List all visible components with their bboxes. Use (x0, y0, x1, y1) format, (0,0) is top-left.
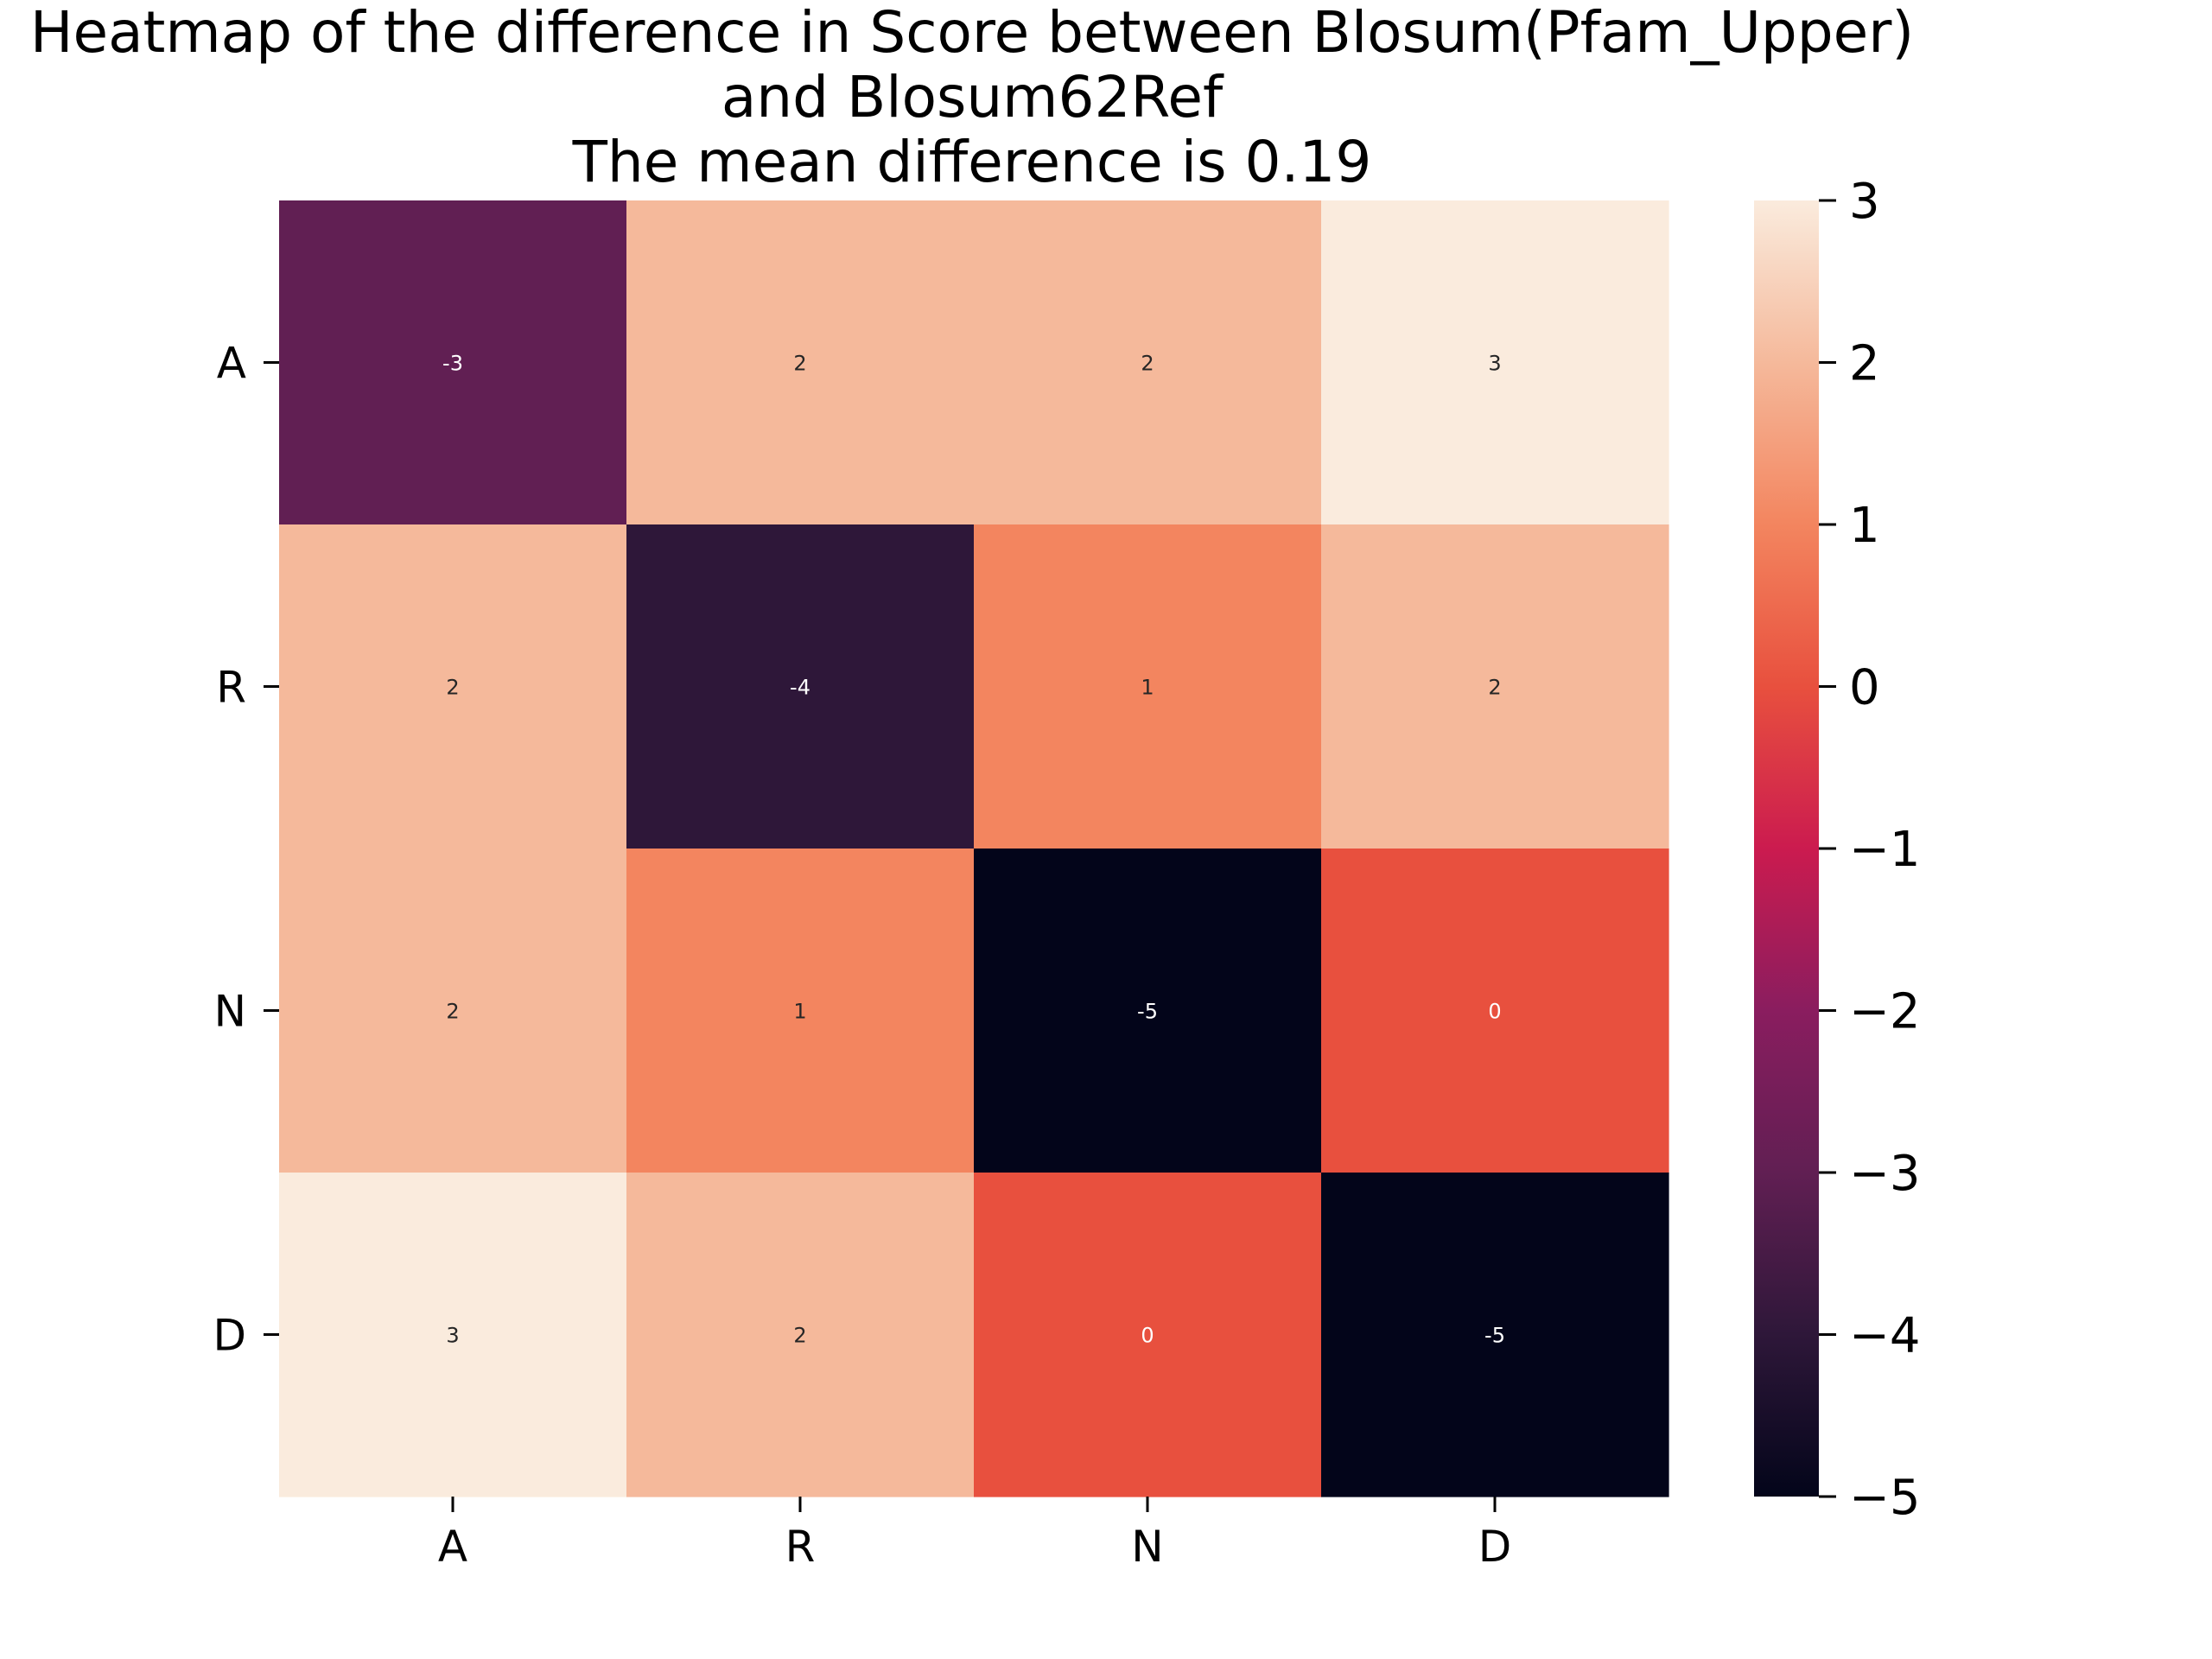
cell-value-label: 1 (793, 1000, 806, 1024)
heatmap-cell (1321, 524, 1669, 849)
chart-title-line-1: Heatmap of the difference in Score betwe… (30, 0, 1914, 66)
heatmap-cell (626, 849, 975, 1173)
cell-value-label: -5 (1137, 1000, 1158, 1024)
heatmap-cell (1321, 1173, 1669, 1497)
colorbar-tick-label: −4 (1849, 1308, 1921, 1364)
heatmap-cell (974, 1173, 1322, 1497)
heatmap-cell (974, 200, 1322, 525)
x-tick-label: R (785, 1522, 816, 1572)
colorbar-tick-label: −1 (1849, 822, 1921, 878)
heatmap-cell (279, 1173, 627, 1497)
y-tick-label: R (216, 663, 246, 713)
heatmap-cell (626, 524, 975, 849)
y-tick-label: D (213, 1311, 246, 1361)
y-tick-label: N (214, 987, 246, 1037)
colorbar-tick-label: 2 (1849, 336, 1880, 392)
chart-title: Heatmap of the difference in Score betwe… (30, 0, 1914, 195)
cell-value-label: 3 (1488, 352, 1501, 376)
colorbar-tick-label: 1 (1849, 498, 1880, 554)
cell-value-label: 2 (1141, 352, 1154, 376)
x-tick-label: A (438, 1522, 467, 1572)
heatmap-cell (279, 849, 627, 1173)
colorbar-gradient (1754, 200, 1819, 1497)
colorbar-ticks: 3 2 1 0 −1 −2 −3 −4 −5 (1819, 174, 1921, 1526)
cell-value-label: 0 (1141, 1324, 1154, 1348)
heatmap-cell (626, 1173, 975, 1497)
colorbar (1754, 200, 1819, 1497)
heatmap-cell (1321, 849, 1669, 1173)
heatmap-cells: -3 2 2 3 2 -4 1 2 2 1 -5 0 3 2 0 -5 (279, 200, 1669, 1497)
heatmap-cell (974, 524, 1322, 849)
cell-value-label: 2 (446, 1000, 459, 1024)
heatmap-cell (626, 200, 975, 525)
cell-value-label: 2 (1488, 676, 1501, 700)
chart-title-line-2: and Blosum62Ref (721, 64, 1224, 130)
cell-value-label: 2 (793, 352, 806, 376)
heatmap-cell (279, 524, 627, 849)
colorbar-tick-label: −2 (1849, 984, 1921, 1040)
cell-value-label: -4 (790, 676, 810, 700)
colorbar-tick-label: 0 (1849, 660, 1880, 716)
y-axis: A R N D (213, 339, 279, 1361)
heatmap-cell (974, 849, 1322, 1173)
colorbar-tick-label: −5 (1849, 1470, 1921, 1526)
cell-value-label: 2 (793, 1324, 806, 1348)
y-tick-label: A (217, 339, 246, 389)
heatmap-cell (1321, 200, 1669, 525)
cell-value-label: 3 (446, 1324, 459, 1348)
chart-title-line-3: The mean difference is 0.19 (572, 129, 1372, 195)
cell-value-label: -5 (1484, 1324, 1505, 1348)
cell-value-label: -3 (442, 352, 463, 376)
heatmap-cell (279, 200, 627, 525)
x-tick-label: D (1478, 1522, 1512, 1572)
colorbar-tick-label: −3 (1849, 1146, 1921, 1202)
cell-value-label: 2 (446, 676, 459, 700)
colorbar-tick-label: 3 (1849, 174, 1880, 230)
cell-value-label: 0 (1488, 1000, 1501, 1024)
cell-value-label: 1 (1141, 676, 1154, 700)
x-tick-label: N (1131, 1522, 1163, 1572)
